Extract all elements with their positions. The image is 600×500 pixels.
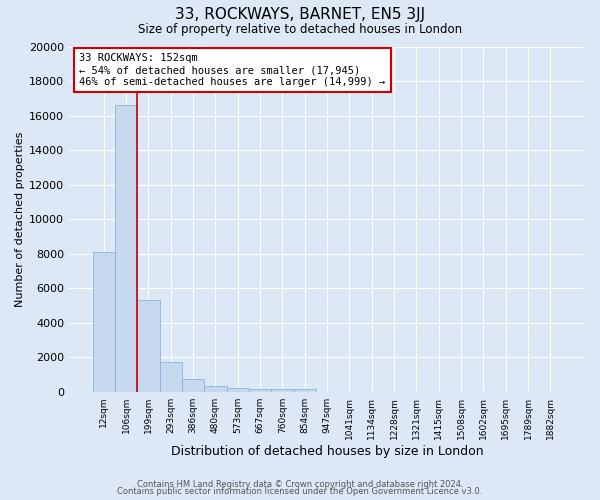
Bar xyxy=(204,386,227,392)
Bar xyxy=(227,388,249,392)
Bar xyxy=(160,362,182,392)
X-axis label: Distribution of detached houses by size in London: Distribution of detached houses by size … xyxy=(171,444,484,458)
Bar xyxy=(293,389,316,392)
Y-axis label: Number of detached properties: Number of detached properties xyxy=(15,132,25,307)
Bar xyxy=(182,379,204,392)
Bar xyxy=(271,389,293,392)
Bar xyxy=(92,252,115,392)
Text: Contains HM Land Registry data © Crown copyright and database right 2024.: Contains HM Land Registry data © Crown c… xyxy=(137,480,463,489)
Text: 33 ROCKWAYS: 152sqm
← 54% of detached houses are smaller (17,945)
46% of semi-de: 33 ROCKWAYS: 152sqm ← 54% of detached ho… xyxy=(79,54,386,86)
Text: Contains public sector information licensed under the Open Government Licence v3: Contains public sector information licen… xyxy=(118,487,482,496)
Text: Size of property relative to detached houses in London: Size of property relative to detached ho… xyxy=(138,22,462,36)
Bar xyxy=(249,389,271,392)
Text: 33, ROCKWAYS, BARNET, EN5 3JJ: 33, ROCKWAYS, BARNET, EN5 3JJ xyxy=(175,8,425,22)
Bar xyxy=(137,300,160,392)
Bar xyxy=(115,105,137,392)
